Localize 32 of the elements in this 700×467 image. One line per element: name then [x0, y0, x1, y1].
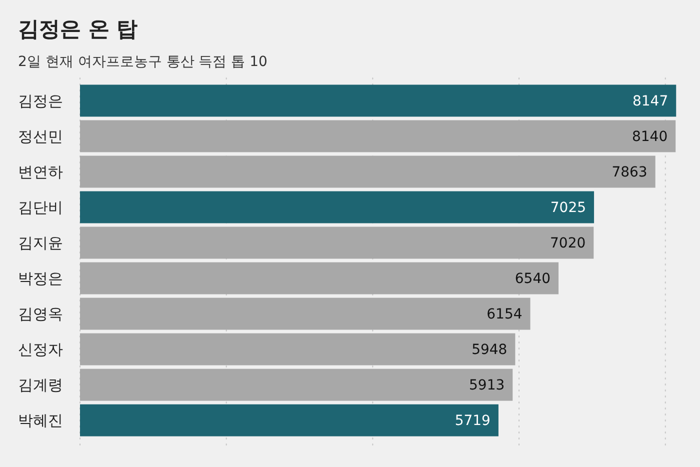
- bar: [80, 404, 498, 436]
- bar: [80, 262, 559, 294]
- y-tick-label: 박혜진: [18, 412, 63, 430]
- y-tick-label: 박정은: [18, 270, 63, 288]
- y-tick-label: 정선민: [18, 127, 63, 146]
- y-tick-label: 변연하: [18, 162, 63, 181]
- bar: [80, 368, 513, 401]
- chart-title: 김정은 온 탑: [18, 17, 138, 41]
- bar: [80, 191, 594, 224]
- y-tick-label: 신정자: [18, 340, 63, 359]
- bar: [80, 298, 530, 330]
- data-label: 5719: [454, 413, 490, 430]
- bar: [80, 120, 676, 152]
- data-label: 7863: [612, 164, 648, 181]
- y-tick-label: 김정은: [18, 92, 63, 110]
- data-label: 6154: [486, 306, 522, 323]
- data-label: 8140: [632, 129, 668, 146]
- bar: [80, 84, 676, 117]
- data-label: 6540: [514, 271, 551, 288]
- data-label: 7025: [550, 200, 586, 216]
- y-tick-label: 김계령: [18, 376, 63, 394]
- data-label: 7020: [550, 236, 586, 252]
- data-label: 5948: [472, 342, 508, 358]
- data-label: 5913: [469, 378, 505, 394]
- y-tick-label: 김단비: [18, 198, 63, 216]
- bar: [80, 156, 656, 188]
- chart-subtitle: 2일 현재 여자프로농구 통산 득점 톱 10: [18, 54, 268, 70]
- y-tick-label: 김영옥: [18, 305, 63, 324]
- bar: [80, 226, 594, 259]
- data-label: 8147: [632, 94, 668, 110]
- bar: [80, 333, 516, 366]
- y-tick-label: 김지윤: [18, 234, 63, 252]
